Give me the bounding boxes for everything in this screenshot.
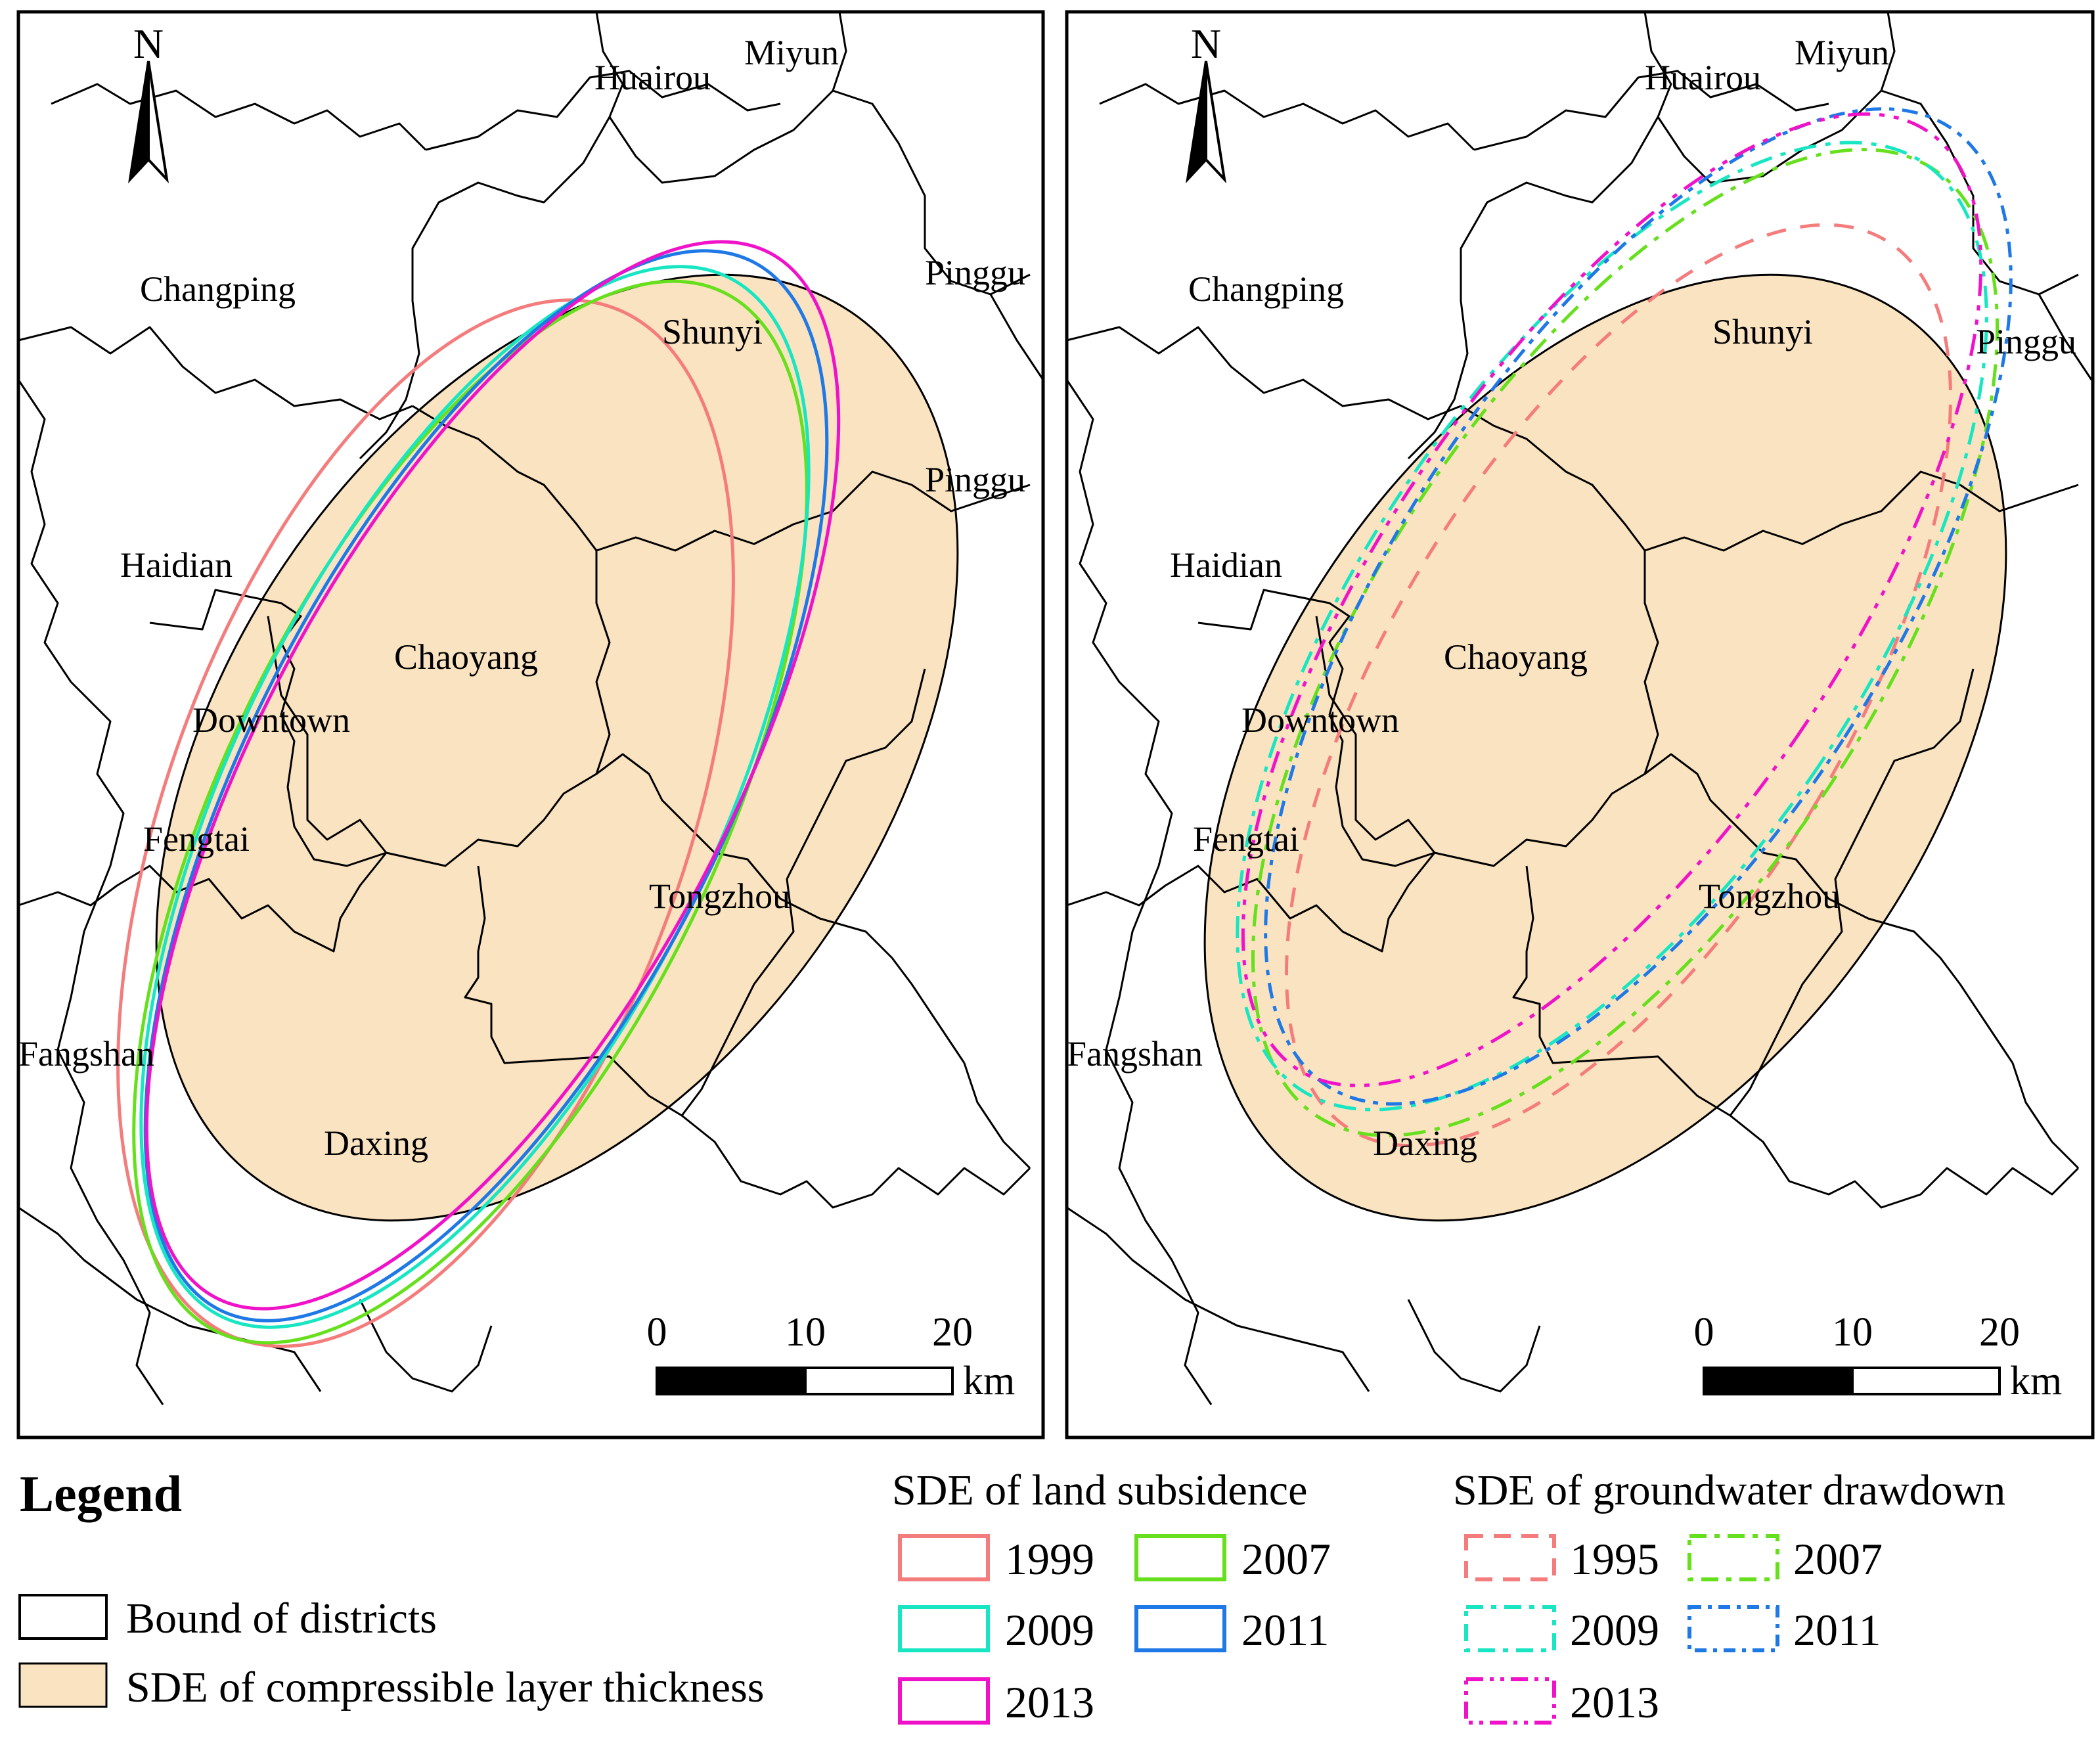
map-panel-groundwater-drawdown: N Huairou Miyun Changping Shunyi Pinggu … [1065, 10, 2095, 1439]
scale-unit: km [2010, 1359, 2062, 1403]
legend-label-drawdown-2007: 2007 [1793, 1534, 1883, 1584]
legend-swatch-subsidence-1999 [898, 1534, 990, 1581]
district-label-miyun: Miyun [1795, 33, 1889, 72]
district-label-shunyi: Shunyi [662, 312, 763, 351]
legend-label-drawdown-2009: 2009 [1570, 1605, 1659, 1655]
legend-label-drawdown-2011: 2011 [1793, 1605, 1881, 1655]
legend-swatch-subsidence-2009 [898, 1605, 990, 1652]
legend-label-bound: Bound of districts [126, 1594, 437, 1642]
legend-label-subsidence-2009: 2009 [1005, 1605, 1094, 1655]
scale-tick-10: 10 [785, 1310, 826, 1355]
district-label-huairou: Huairou [1645, 58, 1761, 97]
legend-label-subsidence-2007: 2007 [1241, 1534, 1331, 1584]
sde-drawdown-1995 [1284, 223, 1953, 1148]
district-label-pinggu-east: Pinggu [925, 460, 1025, 499]
district-label-haidian: Haidian [1170, 545, 1282, 585]
legend-subsidence-title: SDE of land subsidence [892, 1466, 1307, 1514]
scale-segment-dark [1703, 1367, 1854, 1395]
legend-swatch-bound [18, 1594, 108, 1640]
legend-swatch-drawdown-1995 [1464, 1534, 1556, 1581]
legend-label-subsidence-2011: 2011 [1241, 1605, 1329, 1655]
scale-segment-dark [656, 1367, 807, 1395]
legend-label-sde-thickness: SDE of compressible layer thickness [126, 1663, 764, 1711]
legend: Legend Bound of districts SDE of compres… [18, 1465, 2005, 1727]
legend-swatch-subsidence-2013 [898, 1677, 990, 1725]
scale-tick-20: 20 [932, 1310, 973, 1355]
district-label-fengtai: Fengtai [1193, 819, 1299, 859]
district-label-shunyi: Shunyi [1712, 312, 1813, 351]
district-label-downtown: Downtown [1241, 700, 1399, 740]
sde-drawdown-2009 [1236, 141, 1988, 1112]
scale-bar: 0 10 20 km [1694, 1310, 2063, 1403]
district-label-tongzhou: Tongzhou [649, 876, 790, 916]
sde-drawdown-2011 [1264, 107, 2013, 1106]
district-label-fangshan: Fangshan [1067, 1034, 1203, 1074]
sde-drawdown-2013 [1241, 112, 1983, 1087]
legend-swatch-subsidence-2007 [1134, 1534, 1226, 1581]
scale-bar: 0 10 20 km [647, 1310, 1016, 1403]
district-label-pinggu: Pinggu [925, 253, 1025, 292]
legend-drawdown-title: SDE of groundwater drawdown [1453, 1466, 2005, 1514]
district-label-haidian: Haidian [120, 545, 233, 585]
map-panel-land-subsidence: N Huairou Miyun Changping Pinggu Shunyi … [16, 10, 1045, 1439]
scale-tick-0: 0 [1694, 1310, 1714, 1355]
scale-unit: km [963, 1359, 1015, 1403]
subsidence-ellipses [116, 240, 841, 1348]
district-label-chaoyang: Chaoyang [394, 637, 538, 677]
scale-tick-10: 10 [1832, 1310, 1873, 1355]
district-label-tongzhou: Tongzhou [1699, 876, 1840, 916]
scale-tick-20: 20 [1979, 1310, 2020, 1355]
sde-compressible-layer-thickness [1203, 273, 2007, 1222]
district-label-fangshan: Fangshan [18, 1034, 154, 1074]
legend-label-subsidence-1999: 1999 [1005, 1534, 1094, 1584]
legend-swatch-drawdown-2013 [1464, 1677, 1556, 1725]
north-label: N [1191, 20, 1221, 67]
district-label-changping: Changping [140, 269, 296, 309]
scale-segment-light [1851, 1367, 2001, 1395]
district-label-changping: Changping [1188, 269, 1344, 309]
district-labels: Huairou Miyun Changping Pinggu Shunyi Pi… [18, 33, 1025, 1163]
district-label-pinggu: Pinggu [1976, 322, 2076, 361]
district-label-downtown: Downtown [192, 700, 350, 740]
scale-segment-light [804, 1367, 954, 1395]
district-labels: Huairou Miyun Changping Shunyi Pinggu Ha… [1067, 33, 2076, 1163]
legend-swatch-drawdown-2011 [1687, 1605, 1779, 1652]
north-label: N [133, 20, 164, 67]
sde-subsidence-2011 [143, 249, 829, 1323]
district-label-huairou: Huairou [594, 58, 711, 97]
legend-swatch-subsidence-2011 [1134, 1605, 1226, 1652]
legend-title: Legend [20, 1465, 182, 1522]
sde-subsidence-2013 [145, 240, 841, 1311]
district-label-fengtai: Fengtai [143, 819, 250, 859]
scale-tick-0: 0 [647, 1310, 667, 1355]
sde-compressible-layer-thickness [155, 273, 959, 1222]
district-label-chaoyang: Chaoyang [1444, 637, 1588, 677]
legend-label-subsidence-2013: 2013 [1005, 1677, 1094, 1727]
sde-subsidence-2007 [132, 279, 809, 1345]
legend-label-drawdown-2013: 2013 [1570, 1677, 1659, 1727]
district-label-daxing: Daxing [1373, 1123, 1477, 1163]
legend-label-drawdown-1995: 1995 [1570, 1534, 1659, 1584]
legend-swatch-drawdown-2009 [1464, 1605, 1556, 1652]
legend-swatch-drawdown-2007 [1687, 1534, 1779, 1581]
legend-swatch-sde-thickness [18, 1662, 108, 1708]
drawdown-ellipses [1236, 107, 2013, 1148]
district-label-miyun: Miyun [744, 33, 839, 72]
district-label-daxing: Daxing [324, 1123, 428, 1163]
